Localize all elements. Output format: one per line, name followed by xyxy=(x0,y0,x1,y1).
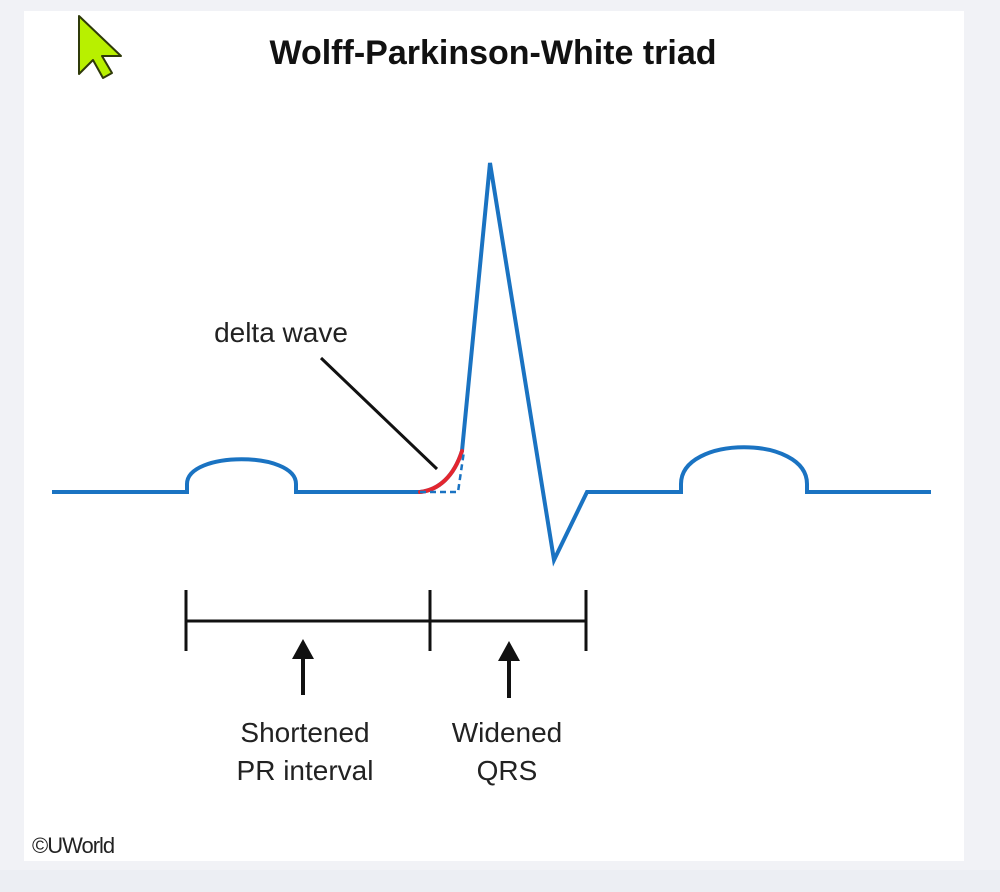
wpw-ecg-diagram: Wolff-Parkinson-White triad delta wave xyxy=(32,34,931,858)
ecg-trace xyxy=(52,162,931,567)
figure-title: Wolff-Parkinson-White triad xyxy=(269,34,716,72)
qrs-arrow xyxy=(498,641,520,698)
copyright-notice: ©UWorld xyxy=(32,833,114,858)
mouse-pointer-icon xyxy=(78,15,122,79)
shortened-pr-label-line2: PR interval xyxy=(237,755,374,786)
shortened-pr-label-line1: Shortened xyxy=(240,717,369,748)
interval-measurement-bar xyxy=(184,590,588,651)
widened-qrs-label-line1: Widened xyxy=(452,717,563,748)
delta-wave-leader-line xyxy=(319,356,439,471)
delta-wave-label: delta wave xyxy=(214,317,348,348)
page-bottom-strip xyxy=(0,870,1000,892)
pr-arrow xyxy=(292,639,314,695)
figure-card: Wolff-Parkinson-White triad delta wave xyxy=(24,11,964,861)
widened-qrs-label-line2: QRS xyxy=(477,755,538,786)
normal-upstroke-dashed-guide xyxy=(420,450,466,494)
